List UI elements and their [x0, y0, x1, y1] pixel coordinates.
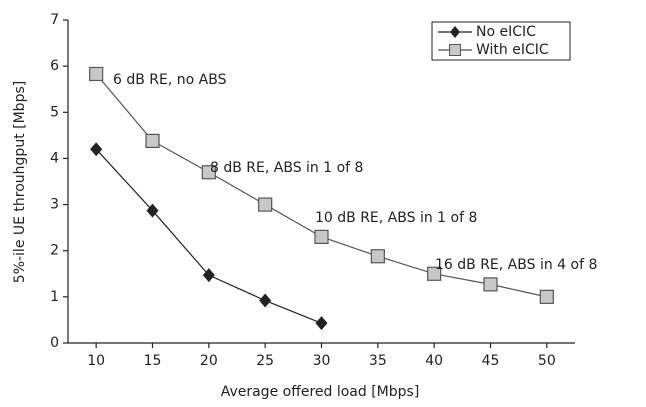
annotation: 6 dB RE, no ABS: [113, 72, 227, 88]
x-tick-label: 10: [87, 353, 105, 369]
x-axis-label: Average offered load [Mbps]: [221, 384, 420, 400]
annotation: 10 dB RE, ABS in 1 of 8: [315, 210, 477, 226]
marker: [314, 229, 329, 244]
marker: [145, 133, 160, 148]
x-tick-label: 15: [144, 353, 162, 369]
annotation: 8 dB RE, ABS in 1 of 8: [210, 160, 363, 176]
y-tick-label: 4: [50, 150, 59, 166]
y-tick-label: 6: [50, 58, 59, 74]
marker: [370, 249, 385, 264]
x-tick-label: 20: [200, 353, 218, 369]
annotation: 16 dB RE, ABS in 4 of 8: [435, 257, 597, 273]
x-tick-label: 35: [369, 353, 387, 369]
legend-marker: [449, 44, 461, 56]
x-tick-label: 30: [313, 353, 331, 369]
x-tick-label: 25: [256, 353, 274, 369]
marker: [315, 316, 328, 331]
y-tick-label: 7: [50, 12, 59, 28]
y-tick-label: 1: [50, 289, 59, 305]
marker: [89, 66, 104, 82]
marker: [201, 165, 216, 180]
legend-label: No eICIC: [476, 24, 536, 40]
legend-marker: [450, 26, 460, 38]
x-tick-label: 40: [425, 353, 443, 369]
axes: [67, 20, 575, 344]
marker: [539, 289, 554, 304]
marker: [258, 197, 273, 212]
y-tick-label: 0: [50, 335, 59, 351]
x-tick-label: 45: [482, 353, 500, 369]
y-tick-label: 3: [50, 197, 59, 213]
marker: [483, 277, 498, 292]
y-tick-label: 2: [50, 243, 59, 259]
x-tick-label: 50: [538, 353, 556, 369]
marker: [90, 142, 103, 157]
marker: [202, 268, 215, 283]
y-tick-label: 5: [50, 104, 59, 120]
legend-label: With eICIC: [476, 42, 549, 58]
y-axis-label: 5%-ile UE throuhgput [Mbps]: [12, 81, 28, 283]
marker: [427, 266, 442, 281]
marker: [259, 293, 272, 308]
marker: [146, 203, 159, 218]
